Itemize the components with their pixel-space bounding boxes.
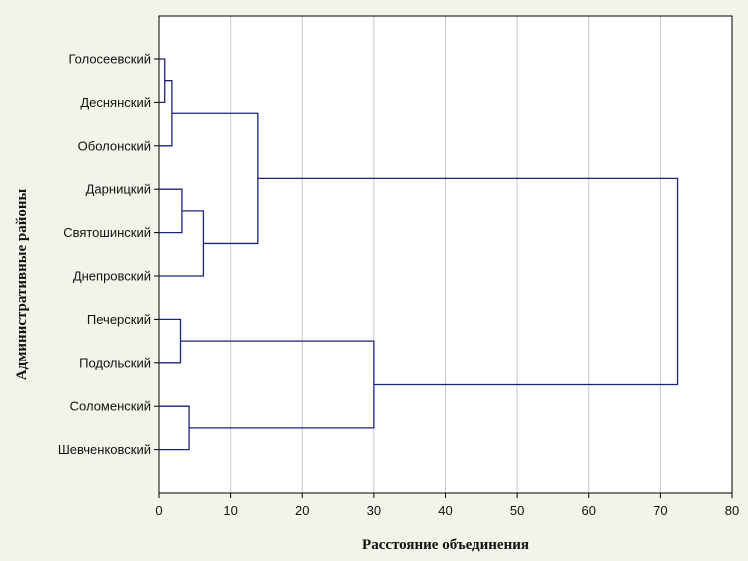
x-axis-title: Расстояние объединения — [362, 537, 529, 553]
leaf-label: Днепровский — [73, 269, 151, 284]
grid-lines — [230, 16, 661, 493]
leaf-label: Деснянский — [80, 95, 151, 110]
x-tick-label: 40 — [438, 503, 452, 518]
dendrogram-link-4 — [171, 112, 259, 245]
leaf-label: Дарницкий — [86, 182, 151, 197]
dendrogram-links — [159, 58, 679, 451]
x-tick-label: 20 — [295, 503, 309, 518]
x-tick-label: 60 — [582, 503, 596, 518]
dendrogram-link-8 — [257, 177, 679, 386]
x-tick-labels: 0 10 20 30 40 50 60 70 80 — [155, 503, 739, 518]
y-axis-title: Административные районы — [14, 188, 30, 380]
x-tick-label: 10 — [223, 503, 237, 518]
leaf-label: Соломенский — [70, 399, 151, 414]
x-tick-label: 0 — [155, 503, 162, 518]
x-tick-label: 30 — [367, 503, 381, 518]
x-tick-label: 50 — [510, 503, 524, 518]
leaf-label: Печерский — [87, 312, 151, 327]
axes — [154, 15, 733, 498]
leaf-label: Подольский — [79, 355, 151, 370]
x-tick-label: 80 — [725, 503, 739, 518]
x-tick-label: 70 — [653, 503, 667, 518]
leaf-label: Голосеевский — [68, 52, 151, 67]
leaf-label: Святошинский — [63, 225, 151, 240]
leaf-label: Оболонский — [78, 138, 151, 153]
leaf-label: Шевченковский — [58, 442, 151, 457]
leaf-labels: Голосеевский Деснянский Оболонский Дарницки… — [58, 52, 151, 458]
